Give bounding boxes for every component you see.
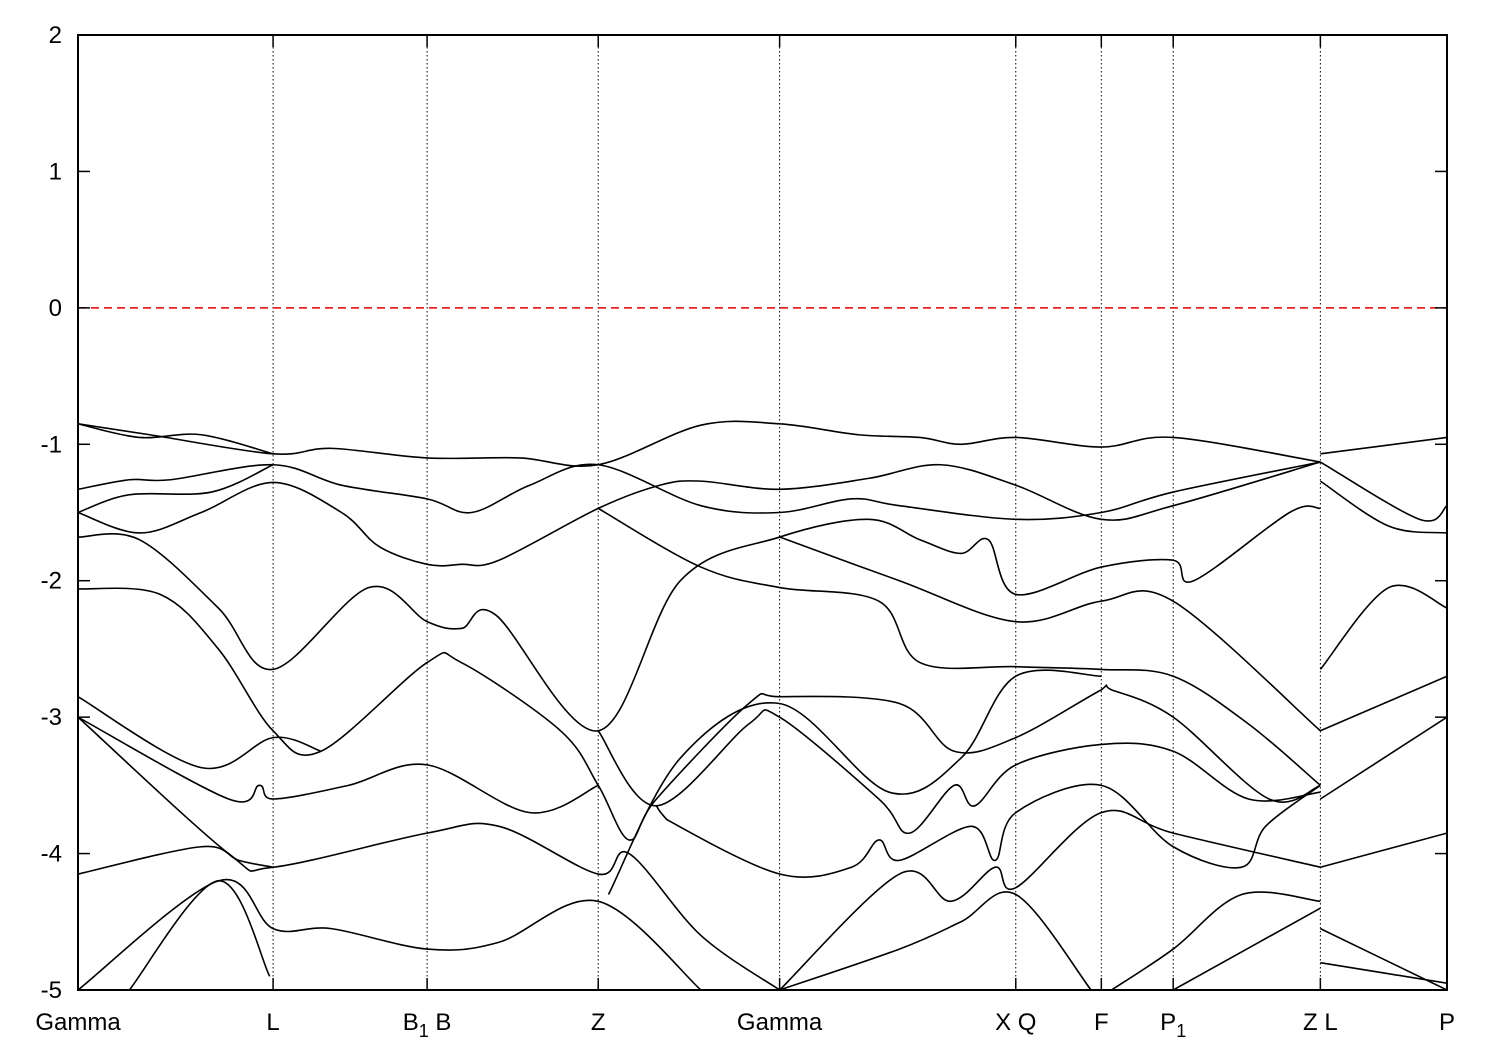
- x-tick-label: L: [266, 1009, 279, 1036]
- band-line: [607, 669, 1102, 895]
- x-tick-label: P1: [1160, 1009, 1186, 1041]
- x-tick-label-main: F: [1094, 1009, 1109, 1036]
- band-line: [1320, 927, 1447, 990]
- bands: [78, 420, 1447, 990]
- band-line: [597, 507, 1321, 786]
- x-tick-label: B1 B: [403, 1009, 452, 1041]
- band-line: [78, 461, 1321, 567]
- band-line: [78, 423, 274, 455]
- band-line: [78, 464, 274, 514]
- plot-frame: [77, 34, 1448, 991]
- band-line: [78, 845, 274, 875]
- x-tick-label-sub: 1: [419, 1021, 429, 1041]
- band-line: [78, 420, 1321, 468]
- band-line: [1320, 832, 1447, 868]
- band-line: [1319, 480, 1447, 534]
- x-tick-label-sub: 1: [1176, 1021, 1186, 1041]
- y-axis: -5 -4 -3 -2 -1 0 1 2: [41, 22, 1447, 1004]
- x-tick-label-main: Z: [591, 1009, 606, 1036]
- band-line: [78, 587, 1321, 841]
- band-line: [128, 880, 271, 990]
- band-line: [779, 536, 1321, 732]
- y-tick-label: -1: [41, 431, 62, 458]
- band-line: [1319, 584, 1447, 670]
- y-tick-label: -5: [41, 977, 62, 1004]
- y-tick-label: -2: [41, 568, 62, 595]
- band-line: [78, 461, 1321, 521]
- band-line: [779, 809, 1321, 990]
- x-tick-label: Z: [591, 1009, 606, 1036]
- band-line: [1172, 907, 1321, 990]
- x-tick-label-main: Z L: [1303, 1009, 1338, 1036]
- band-line: [597, 709, 1321, 834]
- y-tick-label: -3: [41, 704, 62, 731]
- band-line: [78, 716, 599, 814]
- band-line: [1319, 461, 1447, 522]
- x-tick-label-main: Gamma: [737, 1009, 823, 1036]
- band-line: [78, 505, 1321, 732]
- x-tick-label: F: [1094, 1009, 1109, 1036]
- x-tick-label-main: X Q: [995, 1009, 1036, 1036]
- x-tick-label-main: L: [266, 1009, 279, 1036]
- band-line: [78, 878, 702, 990]
- band-line: [78, 695, 322, 770]
- band-line: [779, 891, 1092, 990]
- grid-lines: [272, 35, 1321, 990]
- band-line: [655, 783, 1321, 878]
- x-tick-label: Z L: [1303, 1009, 1338, 1036]
- band-line: [1320, 675, 1447, 732]
- x-tick-label: P: [1439, 1009, 1455, 1036]
- y-tick-label: 2: [49, 22, 62, 49]
- x-tick-label: Gamma: [737, 1009, 823, 1036]
- x-tick-label-main: P: [1160, 1009, 1176, 1036]
- x-tick-label: X Q: [995, 1009, 1036, 1036]
- band-line: [1319, 716, 1447, 800]
- x-tick-label-main: B: [403, 1009, 419, 1036]
- band-line: [1320, 436, 1447, 455]
- y-tick-label: -4: [41, 841, 62, 868]
- x-tick-label-main: P: [1439, 1009, 1455, 1036]
- x-tick-label-main: Gamma: [35, 1009, 121, 1036]
- x-tick-label: Gamma: [35, 1009, 121, 1036]
- x-tick-label-after: B: [429, 1009, 452, 1036]
- y-tick-label: 1: [49, 158, 62, 185]
- band-line: [1320, 961, 1447, 984]
- band-line: [1111, 891, 1321, 990]
- y-tick-label: 0: [49, 295, 62, 322]
